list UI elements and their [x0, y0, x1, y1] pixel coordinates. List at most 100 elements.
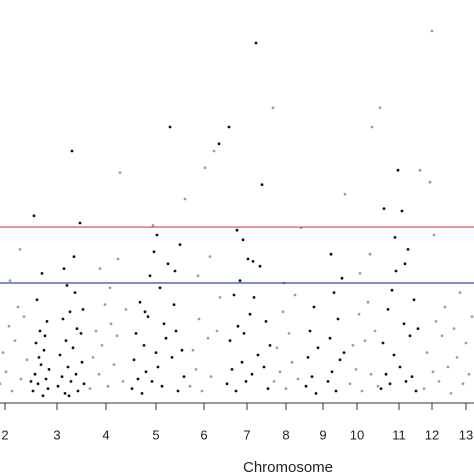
point [416, 327, 420, 330]
point [266, 387, 270, 390]
point [278, 370, 282, 374]
point [200, 389, 204, 393]
point [118, 171, 122, 175]
point [45, 320, 49, 323]
point [100, 344, 104, 347]
point [370, 125, 374, 129]
point [91, 356, 95, 359]
point [97, 372, 101, 376]
point [348, 382, 352, 386]
point [88, 387, 92, 390]
point [82, 382, 86, 386]
point [19, 377, 23, 381]
x-tick-label: 12 [425, 427, 439, 442]
point [148, 274, 152, 278]
point [366, 300, 370, 304]
point [418, 168, 422, 172]
point [251, 260, 255, 263]
point [369, 372, 373, 376]
point [250, 372, 254, 376]
point [94, 329, 98, 333]
point [98, 267, 102, 270]
point [138, 300, 142, 304]
point [194, 368, 198, 371]
point [42, 348, 46, 352]
point [458, 291, 462, 294]
point [402, 322, 406, 326]
point [78, 221, 82, 225]
point [183, 197, 187, 201]
point [121, 380, 125, 383]
point [412, 298, 416, 302]
point [326, 380, 330, 383]
point [328, 336, 332, 340]
point [360, 389, 364, 393]
point [431, 370, 435, 374]
point [437, 380, 441, 383]
point [293, 293, 297, 297]
point [252, 296, 256, 299]
point [287, 332, 291, 335]
point [392, 353, 396, 357]
point [393, 236, 397, 239]
point [60, 375, 64, 378]
point [272, 380, 276, 383]
point [124, 308, 128, 311]
x-tick-label: 8 [282, 427, 289, 442]
point [310, 375, 314, 378]
point [191, 348, 195, 352]
point [449, 392, 453, 395]
point [4, 370, 8, 374]
point [386, 308, 390, 311]
point [16, 305, 20, 309]
x-tick-label: 11 [392, 427, 406, 442]
point [254, 41, 258, 45]
x-tick-label: 13 [459, 427, 473, 442]
point [236, 324, 240, 328]
point [403, 262, 407, 266]
point [182, 375, 186, 378]
point [376, 384, 380, 388]
x-tick-label: 7 [243, 427, 250, 442]
point [155, 233, 159, 237]
point [312, 305, 316, 309]
point [235, 228, 239, 232]
point [262, 365, 266, 369]
point [430, 29, 434, 33]
point [41, 394, 45, 398]
point [178, 243, 182, 247]
point [63, 392, 67, 395]
point [68, 310, 72, 314]
point [61, 317, 65, 321]
point [75, 327, 79, 330]
point [378, 106, 382, 110]
point [464, 341, 468, 345]
point [43, 334, 47, 338]
point [440, 334, 444, 338]
point [35, 298, 39, 302]
point [130, 387, 134, 390]
point [176, 389, 180, 393]
point [166, 262, 170, 266]
point [404, 380, 408, 383]
point [256, 353, 260, 357]
point [39, 363, 43, 366]
point [455, 356, 459, 359]
point [160, 384, 164, 388]
point [40, 272, 44, 275]
x-tick-label: 6 [200, 427, 207, 442]
point [109, 322, 113, 326]
point [156, 365, 160, 369]
point [162, 322, 166, 326]
point [258, 264, 262, 268]
point [8, 279, 12, 282]
point [428, 180, 432, 184]
point [242, 332, 246, 335]
point [271, 106, 275, 110]
point [212, 149, 216, 153]
point [72, 255, 76, 258]
point [330, 370, 334, 374]
point [382, 207, 386, 211]
point [238, 279, 242, 282]
point [34, 341, 38, 345]
